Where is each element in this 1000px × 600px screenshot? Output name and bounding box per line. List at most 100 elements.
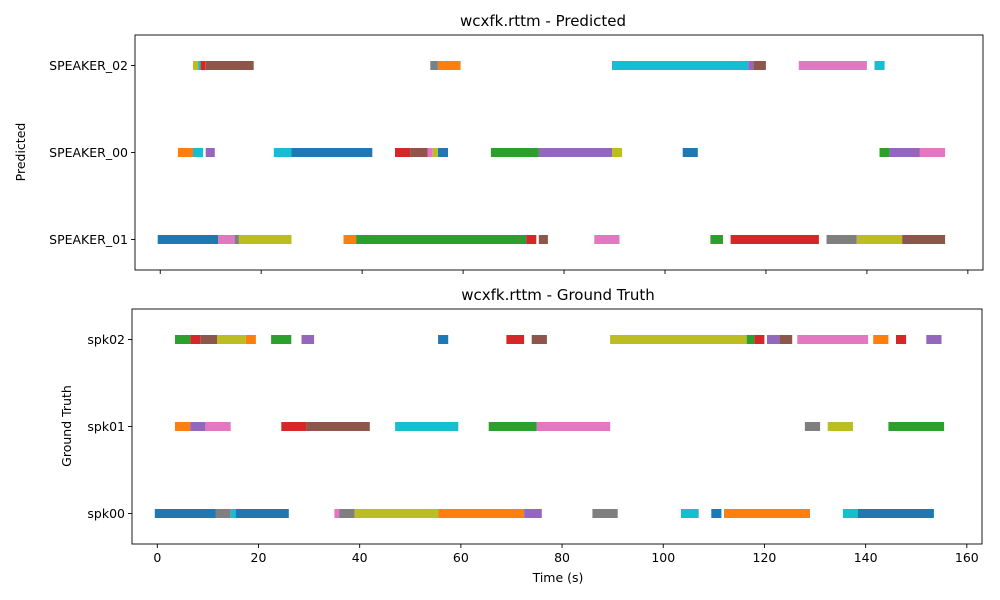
ground-truth-segment-spk00 xyxy=(711,509,722,518)
ground-truth-xlabel: Time (s) xyxy=(532,570,584,585)
predicted-segment-speaker-02 xyxy=(430,61,438,70)
predicted-segment-speaker-00 xyxy=(205,148,215,157)
ground-truth-segment-spk02 xyxy=(767,335,780,344)
ground-truth-y-tick-label-spk00: spk00 xyxy=(87,506,125,521)
ground-truth-x-tick-label: 100 xyxy=(651,550,675,565)
ground-truth-segment-spk01 xyxy=(888,422,945,431)
predicted-segment-speaker-01 xyxy=(710,235,723,244)
ground-truth-x-tick-label: 80 xyxy=(554,550,570,565)
predicted-segment-speaker-00 xyxy=(427,148,433,157)
predicted-segment-speaker-01 xyxy=(239,235,292,244)
ground-truth-segment-spk01 xyxy=(205,422,231,431)
ground-truth-segment-spk00 xyxy=(334,509,340,518)
ground-truth-ylabel: Ground Truth xyxy=(59,385,74,467)
predicted-segment-speaker-02 xyxy=(874,61,885,70)
ground-truth-segment-spk02 xyxy=(506,335,525,344)
predicted-y-tick-label-speaker-02: SPEAKER_02 xyxy=(49,58,128,73)
predicted-segment-speaker-00 xyxy=(273,148,292,157)
ground-truth-segment-spk02 xyxy=(271,335,292,344)
ground-truth-panel: wcxfk.rttm - Ground Truth Ground Truth s… xyxy=(59,286,983,585)
predicted-segment-speaker-02 xyxy=(205,61,254,70)
predicted-segment-speaker-02 xyxy=(200,61,206,70)
ground-truth-x-tick-label: 40 xyxy=(352,550,368,565)
ground-truth-segment-spk00 xyxy=(681,509,699,518)
ground-truth-x-tick-label: 140 xyxy=(854,550,878,565)
predicted-segment-speaker-01 xyxy=(234,235,239,244)
ground-truth-segment-spk00 xyxy=(858,509,934,518)
ground-truth-y-ticks: spk00 spk01 spk02 xyxy=(87,332,132,521)
predicted-segment-speaker-02 xyxy=(437,61,461,70)
ground-truth-segment-spk02 xyxy=(610,335,747,344)
ground-truth-x-tick-label: 60 xyxy=(453,550,469,565)
ground-truth-x-tick-label: 20 xyxy=(251,550,267,565)
ground-truth-segment-spk02 xyxy=(175,335,191,344)
predicted-segment-speaker-01 xyxy=(856,235,903,244)
predicted-segment-speaker-01 xyxy=(902,235,946,244)
ground-truth-segment-spk02 xyxy=(245,335,256,344)
ground-truth-segment-spk01 xyxy=(306,422,370,431)
ground-truth-segment-spk00 xyxy=(235,509,289,518)
ground-truth-segment-spk00 xyxy=(438,509,525,518)
ground-truth-segment-spk02 xyxy=(531,335,547,344)
ground-truth-segment-spk02 xyxy=(746,335,755,344)
ground-truth-x-ticks: 0 20 40 60 80 100 120 140 160 xyxy=(153,544,979,565)
predicted-plot-frame xyxy=(134,34,984,271)
predicted-segment-speaker-00 xyxy=(889,148,920,157)
ground-truth-x-tick-label: 120 xyxy=(753,550,777,565)
predicted-segment-speaker-00 xyxy=(612,148,623,157)
predicted-x-ticks xyxy=(159,270,969,274)
ground-truth-segment-spk00 xyxy=(592,509,618,518)
predicted-segment-speaker-00 xyxy=(538,148,612,157)
predicted-segment-speaker-00 xyxy=(682,148,698,157)
predicted-segment-speaker-02 xyxy=(798,61,867,70)
ground-truth-segment-spk00 xyxy=(842,509,859,518)
ground-truth-segment-spk02 xyxy=(873,335,889,344)
predicted-title: wcxfk.rttm - Predicted xyxy=(460,12,626,30)
predicted-segment-speaker-01 xyxy=(594,235,620,244)
ground-truth-segment-spk02 xyxy=(779,335,793,344)
predicted-segment-speaker-00 xyxy=(437,148,448,157)
predicted-ylabel: Predicted xyxy=(13,123,28,182)
ground-truth-segment-spk00 xyxy=(154,509,216,518)
ground-truth-segment-spk02 xyxy=(926,335,942,344)
ground-truth-segment-spk01 xyxy=(281,422,307,431)
ground-truth-x-tick-label: 0 xyxy=(153,550,161,565)
predicted-y-tick-label-speaker-01: SPEAKER_01 xyxy=(49,232,128,247)
ground-truth-segment-spk01 xyxy=(804,422,821,431)
ground-truth-y-tick-label-spk01: spk01 xyxy=(87,419,125,434)
ground-truth-segment-spk01 xyxy=(488,422,537,431)
predicted-panel: wcxfk.rttm - Predicted Predicted SPEAKER… xyxy=(13,12,984,274)
ground-truth-segment-spk01 xyxy=(190,422,206,431)
ground-truth-segment-spk00 xyxy=(230,509,236,518)
predicted-segment-speaker-01 xyxy=(157,235,219,244)
predicted-segment-speaker-00 xyxy=(410,148,428,157)
predicted-segment-speaker-01 xyxy=(356,235,527,244)
ground-truth-segment-spk02 xyxy=(217,335,246,344)
ground-truth-segment-spk00 xyxy=(724,509,810,518)
predicted-segment-speaker-00 xyxy=(177,148,193,157)
ground-truth-y-tick-label-spk02: spk02 xyxy=(87,332,125,347)
ground-truth-segments xyxy=(154,335,945,518)
ground-truth-segment-spk02 xyxy=(190,335,201,344)
ground-truth-segment-spk00 xyxy=(215,509,231,518)
predicted-segment-speaker-02 xyxy=(753,61,766,70)
ground-truth-segment-spk02 xyxy=(797,335,869,344)
ground-truth-segment-spk02 xyxy=(301,335,315,344)
ground-truth-segment-spk00 xyxy=(354,509,439,518)
predicted-y-ticks: SPEAKER_01 SPEAKER_00 SPEAKER_02 xyxy=(49,58,135,247)
predicted-segment-speaker-00 xyxy=(879,148,890,157)
predicted-segment-speaker-00 xyxy=(193,148,204,157)
predicted-segment-speaker-01 xyxy=(526,235,537,244)
predicted-segment-speaker-00 xyxy=(395,148,411,157)
predicted-segment-speaker-01 xyxy=(538,235,548,244)
predicted-y-tick-label-speaker-00: SPEAKER_00 xyxy=(49,145,128,160)
ground-truth-plot-frame xyxy=(131,308,983,545)
ground-truth-segment-spk02 xyxy=(754,335,765,344)
predicted-segment-speaker-00 xyxy=(490,148,539,157)
predicted-segments xyxy=(157,61,946,244)
predicted-segment-speaker-01 xyxy=(730,235,819,244)
ground-truth-segment-spk00 xyxy=(339,509,355,518)
predicted-segment-speaker-00 xyxy=(919,148,946,157)
ground-truth-segment-spk02 xyxy=(438,335,449,344)
